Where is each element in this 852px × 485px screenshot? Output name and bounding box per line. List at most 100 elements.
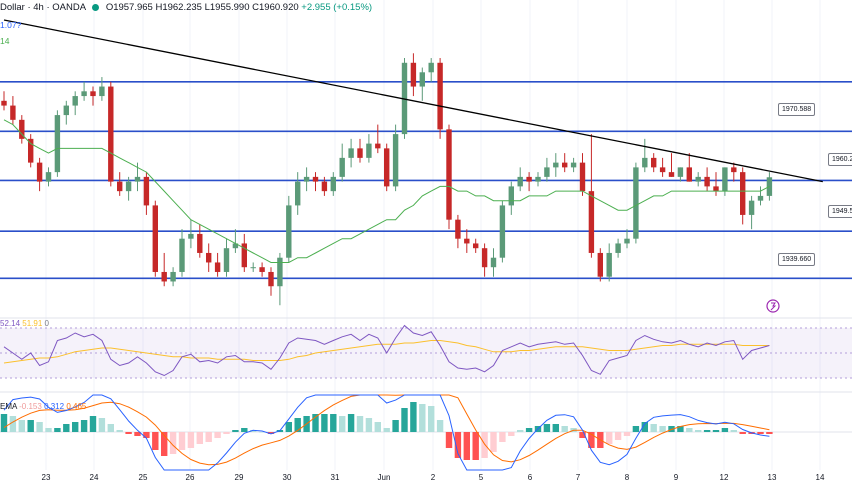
candle-up bbox=[392, 134, 399, 187]
macd-hist-bar bbox=[463, 432, 470, 460]
candle-up bbox=[295, 181, 301, 206]
candle-up bbox=[722, 167, 728, 192]
macd-line-value: 0.312 bbox=[44, 402, 65, 411]
candle-up bbox=[277, 257, 283, 287]
candle-down bbox=[437, 62, 443, 130]
candle-down bbox=[562, 162, 568, 168]
candle-up bbox=[428, 62, 434, 73]
candle-up bbox=[570, 162, 577, 168]
macd-hist-bar bbox=[703, 430, 711, 432]
candle-up bbox=[339, 157, 345, 177]
macd-hist-bar bbox=[517, 430, 524, 432]
macd-hist-bar bbox=[436, 420, 444, 432]
macd-hist-bar bbox=[499, 432, 506, 442]
macd-hist-bar bbox=[89, 416, 97, 432]
rsi-line bbox=[3, 324, 770, 377]
candles bbox=[1, 53, 773, 306]
candle-down bbox=[312, 176, 319, 182]
candle-up bbox=[348, 148, 354, 158]
macd-hist-bar bbox=[241, 428, 248, 432]
macd-hist-bar bbox=[490, 432, 497, 452]
candle-up bbox=[63, 105, 69, 116]
candle-down bbox=[36, 162, 43, 182]
candle-down bbox=[90, 91, 96, 97]
x-tick-label: 9 bbox=[673, 473, 679, 482]
macd-hist-bar bbox=[766, 432, 773, 434]
x-tick-label: 26 bbox=[185, 473, 195, 482]
macd-hist-bar bbox=[561, 426, 568, 432]
macd-hist-bar bbox=[623, 432, 631, 436]
macd-hist-bar bbox=[107, 424, 114, 432]
candle-up bbox=[286, 205, 292, 258]
candle-down bbox=[108, 86, 114, 182]
candle-up bbox=[99, 86, 105, 97]
macd-hist-bar bbox=[18, 420, 25, 432]
macd-hist-bar bbox=[63, 424, 70, 432]
candle-up bbox=[54, 115, 61, 173]
x-tick-label: 12 bbox=[719, 473, 729, 482]
candle-down bbox=[1, 100, 7, 106]
alert-icon[interactable] bbox=[766, 299, 780, 313]
candle-up bbox=[330, 176, 336, 192]
candle-up bbox=[419, 72, 425, 87]
candle-down bbox=[117, 181, 123, 192]
candle-up bbox=[232, 243, 239, 249]
candle-up bbox=[134, 176, 141, 182]
x-tick-label: 30 bbox=[282, 473, 292, 482]
rsi-value: 52.14 bbox=[0, 319, 21, 328]
x-tick-label: 13 bbox=[767, 473, 777, 482]
macd-hist-bar bbox=[579, 432, 586, 438]
macd-legend: EMA -0.153 0.312 0.465 bbox=[0, 402, 86, 411]
x-tick-label: 6 bbox=[527, 473, 533, 482]
trendline[interactable] bbox=[3, 19, 823, 183]
x-tick-label: 29 bbox=[234, 473, 244, 482]
moving-average-line bbox=[3, 119, 770, 263]
macd-hist-bar bbox=[454, 432, 462, 458]
macd-hist-bar bbox=[187, 432, 195, 448]
macd-hist-bar bbox=[232, 430, 239, 432]
macd-hist-bar bbox=[178, 432, 186, 450]
macd-hist-bar bbox=[543, 424, 551, 432]
macd-hist-bar bbox=[614, 432, 622, 440]
candle-up bbox=[303, 176, 310, 182]
macd-hist-bar bbox=[161, 432, 168, 456]
candle-down bbox=[526, 176, 532, 182]
x-tick-label: 14 bbox=[815, 473, 825, 482]
candle-down bbox=[464, 238, 470, 244]
candle-down bbox=[197, 233, 203, 253]
macd-hist-bar bbox=[588, 432, 595, 448]
symbol-title[interactable]: Dollar · 4h · OANDA bbox=[0, 2, 86, 13]
macd-hist-bar bbox=[508, 432, 515, 436]
candle-down bbox=[668, 172, 675, 177]
candle-down bbox=[597, 252, 603, 277]
candle-up bbox=[757, 195, 764, 201]
horizontal-levels bbox=[0, 81, 852, 280]
macd-hist-bar bbox=[721, 428, 729, 432]
macd-hist-bar bbox=[321, 414, 328, 432]
candle-down bbox=[651, 157, 657, 168]
candle-down bbox=[713, 186, 719, 192]
macd-hist-bar bbox=[392, 420, 399, 432]
macd-hist-bar bbox=[134, 432, 141, 436]
macd-hist-bar bbox=[650, 424, 657, 432]
live-status-icon bbox=[92, 3, 100, 11]
candle-down bbox=[473, 243, 479, 249]
candle-down bbox=[206, 252, 212, 263]
macd-hist-bar bbox=[0, 414, 8, 432]
x-tick-label: 7 bbox=[575, 473, 581, 482]
candle-up bbox=[366, 143, 372, 158]
candle-down bbox=[321, 181, 328, 192]
macd-hist-bar bbox=[695, 430, 702, 432]
macd-line bbox=[3, 394, 770, 471]
macd-hist-bar bbox=[606, 432, 613, 444]
candle-up bbox=[517, 176, 523, 187]
ma-value-label: 14 bbox=[0, 36, 10, 46]
macd-hist-bar bbox=[214, 432, 221, 438]
macd-hist-bar bbox=[739, 432, 746, 434]
rsi-extra-value: 0 bbox=[44, 319, 49, 328]
candle-up bbox=[188, 233, 194, 239]
macd-hist-bar bbox=[730, 430, 737, 432]
macd-hist-bar bbox=[410, 402, 417, 432]
candle-up bbox=[535, 176, 541, 182]
